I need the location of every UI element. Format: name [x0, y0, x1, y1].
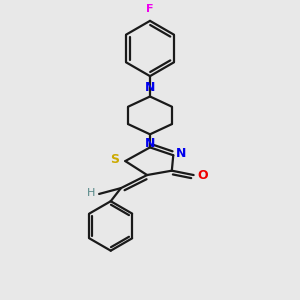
- Text: N: N: [145, 81, 155, 94]
- Text: F: F: [146, 4, 154, 14]
- Text: H: H: [87, 188, 96, 198]
- Text: N: N: [176, 147, 187, 160]
- Text: S: S: [110, 153, 119, 167]
- Text: O: O: [197, 169, 208, 182]
- Text: N: N: [145, 136, 155, 150]
